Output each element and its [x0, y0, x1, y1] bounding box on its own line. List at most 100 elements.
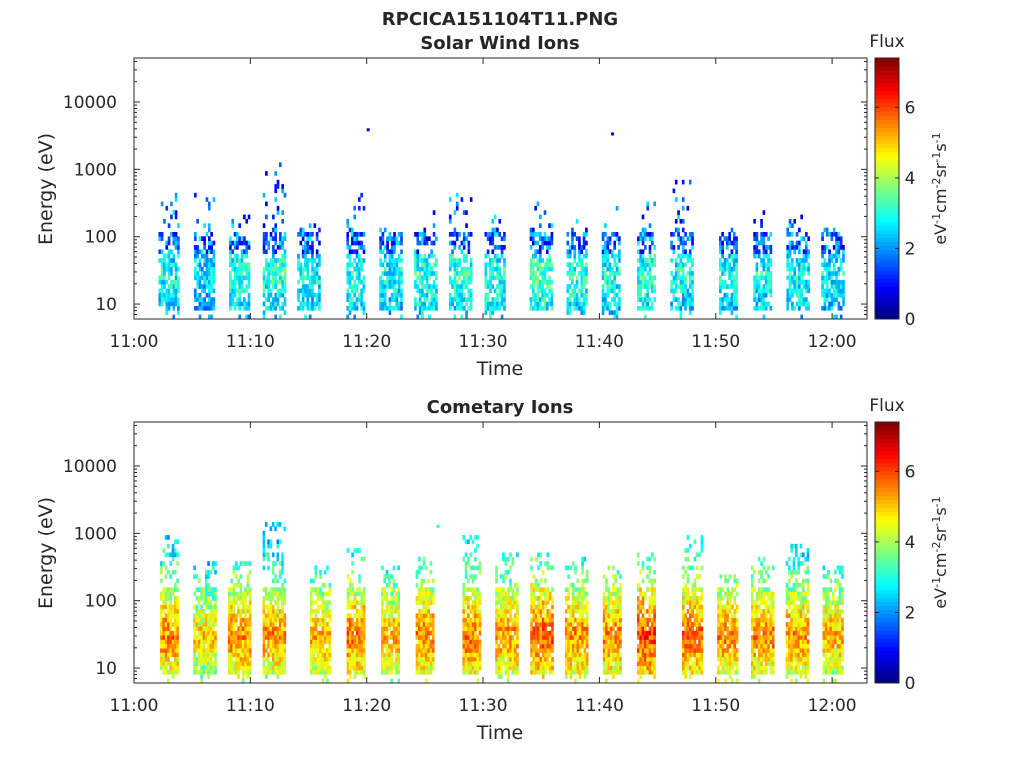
spectrogram-cell [397, 617, 401, 623]
spectrogram-cell [301, 245, 305, 250]
spectrogram-cell [207, 643, 210, 649]
spectrogram-cell [379, 292, 382, 298]
spectrogram-cell [496, 245, 499, 250]
spectrogram-cell [314, 565, 318, 571]
spectrogram-cell [513, 600, 517, 605]
spectrogram-cell [471, 539, 475, 545]
spectrogram-cell [458, 301, 461, 307]
spectrogram-cell [269, 305, 273, 311]
spectrogram-cell [355, 609, 359, 614]
spectrogram-cell [516, 669, 519, 675]
spectrogram-cell [313, 275, 317, 281]
spectrogram-cell [167, 262, 171, 268]
spectrogram-cell [681, 218, 685, 224]
spectrogram-cell [576, 635, 580, 640]
spectrogram-cell [614, 613, 618, 619]
spectrogram-cell [842, 249, 845, 255]
spectrogram-cell [392, 604, 396, 610]
spectrogram-cell [281, 639, 284, 645]
spectrogram-cell [319, 665, 322, 671]
spectrogram-cell [471, 643, 475, 649]
spectrogram-cell [585, 665, 589, 671]
spectrogram-cell [503, 297, 506, 302]
spectrogram-cell [478, 561, 482, 566]
spectrogram-cell [207, 201, 211, 207]
spectrogram-cell [348, 305, 352, 311]
spectrogram-cell [732, 279, 736, 285]
spectrogram-cell [304, 266, 307, 272]
spectrogram-cell [274, 232, 278, 237]
spectrogram-cell [281, 279, 284, 285]
spectrogram-cell [730, 240, 734, 246]
spectrogram-cell [209, 622, 213, 627]
spectrogram-cell [264, 552, 268, 558]
spectrogram-cell [170, 258, 173, 263]
spectrogram-cell [265, 305, 268, 311]
spectrogram-cell [200, 674, 203, 679]
spectrogram-cell [606, 262, 610, 268]
spectrogram-cell [353, 214, 356, 220]
spectrogram-cell [502, 661, 505, 666]
spectrogram-cell [314, 574, 318, 579]
spectrogram-cell [455, 258, 459, 263]
spectrogram-cell [417, 639, 421, 645]
spectrogram-cell [358, 205, 361, 211]
spectrogram-cell [571, 604, 575, 610]
spectrogram-cell [200, 665, 203, 671]
spectrogram-cell [207, 227, 211, 233]
spectrogram-cell [730, 292, 734, 298]
spectrogram-cell [585, 600, 589, 605]
spectrogram-cell [585, 626, 589, 632]
spectrogram-cell [265, 284, 268, 289]
spectrogram-cell [425, 258, 429, 263]
spectrogram-cell [241, 591, 245, 597]
spectrogram-cell [427, 600, 430, 605]
colorbar-segment [875, 294, 899, 300]
spectrogram-cell [265, 201, 268, 207]
spectrogram-cell [209, 604, 213, 610]
spectrogram-cell [201, 275, 204, 281]
colorbar-segment [875, 310, 899, 316]
spectrogram-cell [313, 223, 317, 228]
spectrogram-cell [791, 245, 794, 250]
spectrogram-cell [283, 643, 287, 649]
spectrogram-cell [164, 574, 168, 579]
spectrogram-cell [573, 292, 577, 298]
spectrogram-cell [474, 596, 477, 601]
spectrogram-cell [231, 288, 235, 294]
spectrogram-cell [313, 279, 317, 285]
spectrogram-cell [421, 314, 424, 320]
spectrogram-cell [279, 258, 282, 263]
spectrogram-cell [513, 613, 517, 619]
spectrogram-cell [574, 652, 577, 658]
spectrogram-cell [388, 652, 391, 658]
spectrogram-cell [393, 232, 396, 237]
spectrogram-cell [613, 271, 617, 276]
spectrogram-cell [360, 626, 364, 632]
spectrogram-cell [236, 253, 239, 259]
spectrogram-cell [269, 288, 273, 294]
spectrogram-cell [576, 596, 580, 601]
spectrogram-cell [821, 236, 824, 241]
spectrogram-cell [267, 288, 271, 294]
spectrogram-cell [538, 297, 542, 302]
spectrogram-cell [239, 622, 243, 627]
spectrogram-cell [429, 656, 433, 662]
spectrogram-cell [421, 258, 424, 263]
spectrogram-cell [388, 665, 391, 671]
spectrogram-cell [214, 639, 217, 645]
spectrogram-cell [167, 648, 170, 653]
spectrogram-cell [165, 292, 169, 298]
spectrogram-cell [583, 622, 587, 627]
spectrogram-cell [544, 596, 547, 601]
spectrogram-cell [355, 249, 359, 255]
spectrogram-cell [679, 240, 683, 246]
spectrogram-cell [167, 652, 170, 658]
spectrogram-cell [200, 656, 203, 662]
spectrogram-cell [551, 587, 554, 592]
spectrogram-cell [486, 297, 490, 302]
spectrogram-cell [639, 279, 643, 285]
spectrogram-cell [583, 635, 587, 640]
spectrogram-cell [484, 275, 488, 281]
spectrogram-cell [798, 258, 801, 263]
